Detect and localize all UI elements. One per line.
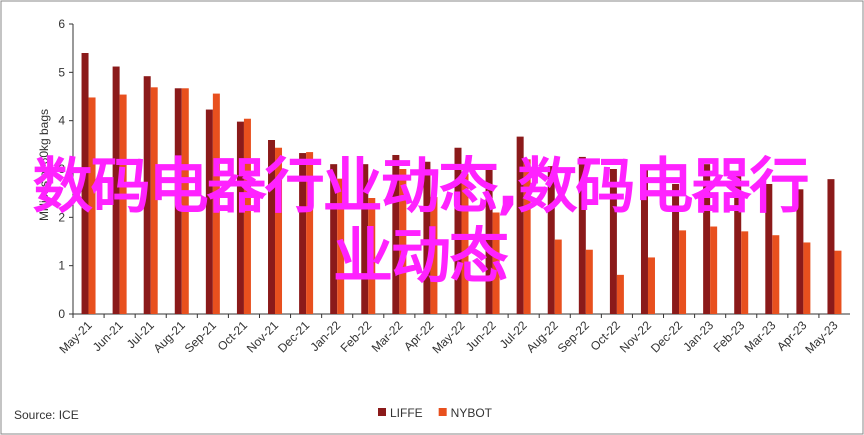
bar [306, 152, 314, 314]
bar [143, 76, 151, 314]
y-tick-label: 2 [58, 210, 65, 224]
y-tick-label: 0 [58, 307, 65, 321]
bar [616, 274, 624, 314]
bar [523, 159, 531, 314]
bar [710, 226, 718, 314]
bar [461, 173, 469, 314]
y-tick-label: 1 [58, 259, 65, 273]
bar [827, 179, 835, 314]
bar [679, 230, 687, 314]
bar [772, 235, 780, 314]
bar [796, 189, 804, 314]
bar [361, 164, 369, 314]
bar [243, 118, 251, 314]
bar [454, 147, 462, 314]
y-tick-label: 5 [58, 65, 65, 79]
bar [834, 250, 842, 314]
bar [803, 242, 811, 314]
overlay-text: 数码电器行业动态,数码电器行业动态 [32, 152, 810, 292]
bar [578, 156, 586, 314]
y-tick-label: 4 [58, 114, 65, 128]
bar [275, 147, 283, 314]
bar [368, 198, 376, 314]
y-axis-label: Millions of 60kg bags [37, 109, 51, 221]
bar [741, 231, 749, 314]
legend-label: NYBOT [451, 406, 493, 420]
bar [268, 140, 276, 314]
bar [734, 173, 742, 314]
bar [212, 93, 220, 314]
legend-swatch [438, 408, 447, 416]
source: Source: ICE [14, 408, 79, 422]
bar [81, 53, 89, 314]
bar [609, 169, 617, 314]
bar [330, 164, 338, 314]
bar [703, 164, 711, 314]
y-tick-label: 3 [58, 162, 65, 176]
bar [205, 109, 213, 314]
bar [640, 167, 648, 314]
legend-swatch [378, 408, 386, 416]
bar [430, 197, 438, 314]
bar [299, 153, 307, 314]
bar [119, 94, 127, 314]
bar [181, 88, 189, 315]
bar [337, 178, 345, 314]
bar [88, 97, 96, 314]
bar [554, 239, 562, 314]
bar [516, 136, 524, 314]
bar [765, 183, 773, 314]
bar [647, 257, 655, 314]
bar [485, 164, 493, 314]
bar [236, 121, 244, 314]
bar [399, 169, 407, 314]
bar [585, 249, 593, 314]
legend-label: LIFFE [390, 406, 423, 420]
bar [672, 183, 680, 314]
bar [112, 66, 120, 315]
bar [423, 161, 431, 314]
bar [492, 212, 500, 314]
y-tick-label: 6 [58, 17, 65, 31]
bar [547, 166, 555, 314]
bar [392, 154, 400, 314]
bar [150, 87, 158, 314]
bar [174, 88, 182, 315]
